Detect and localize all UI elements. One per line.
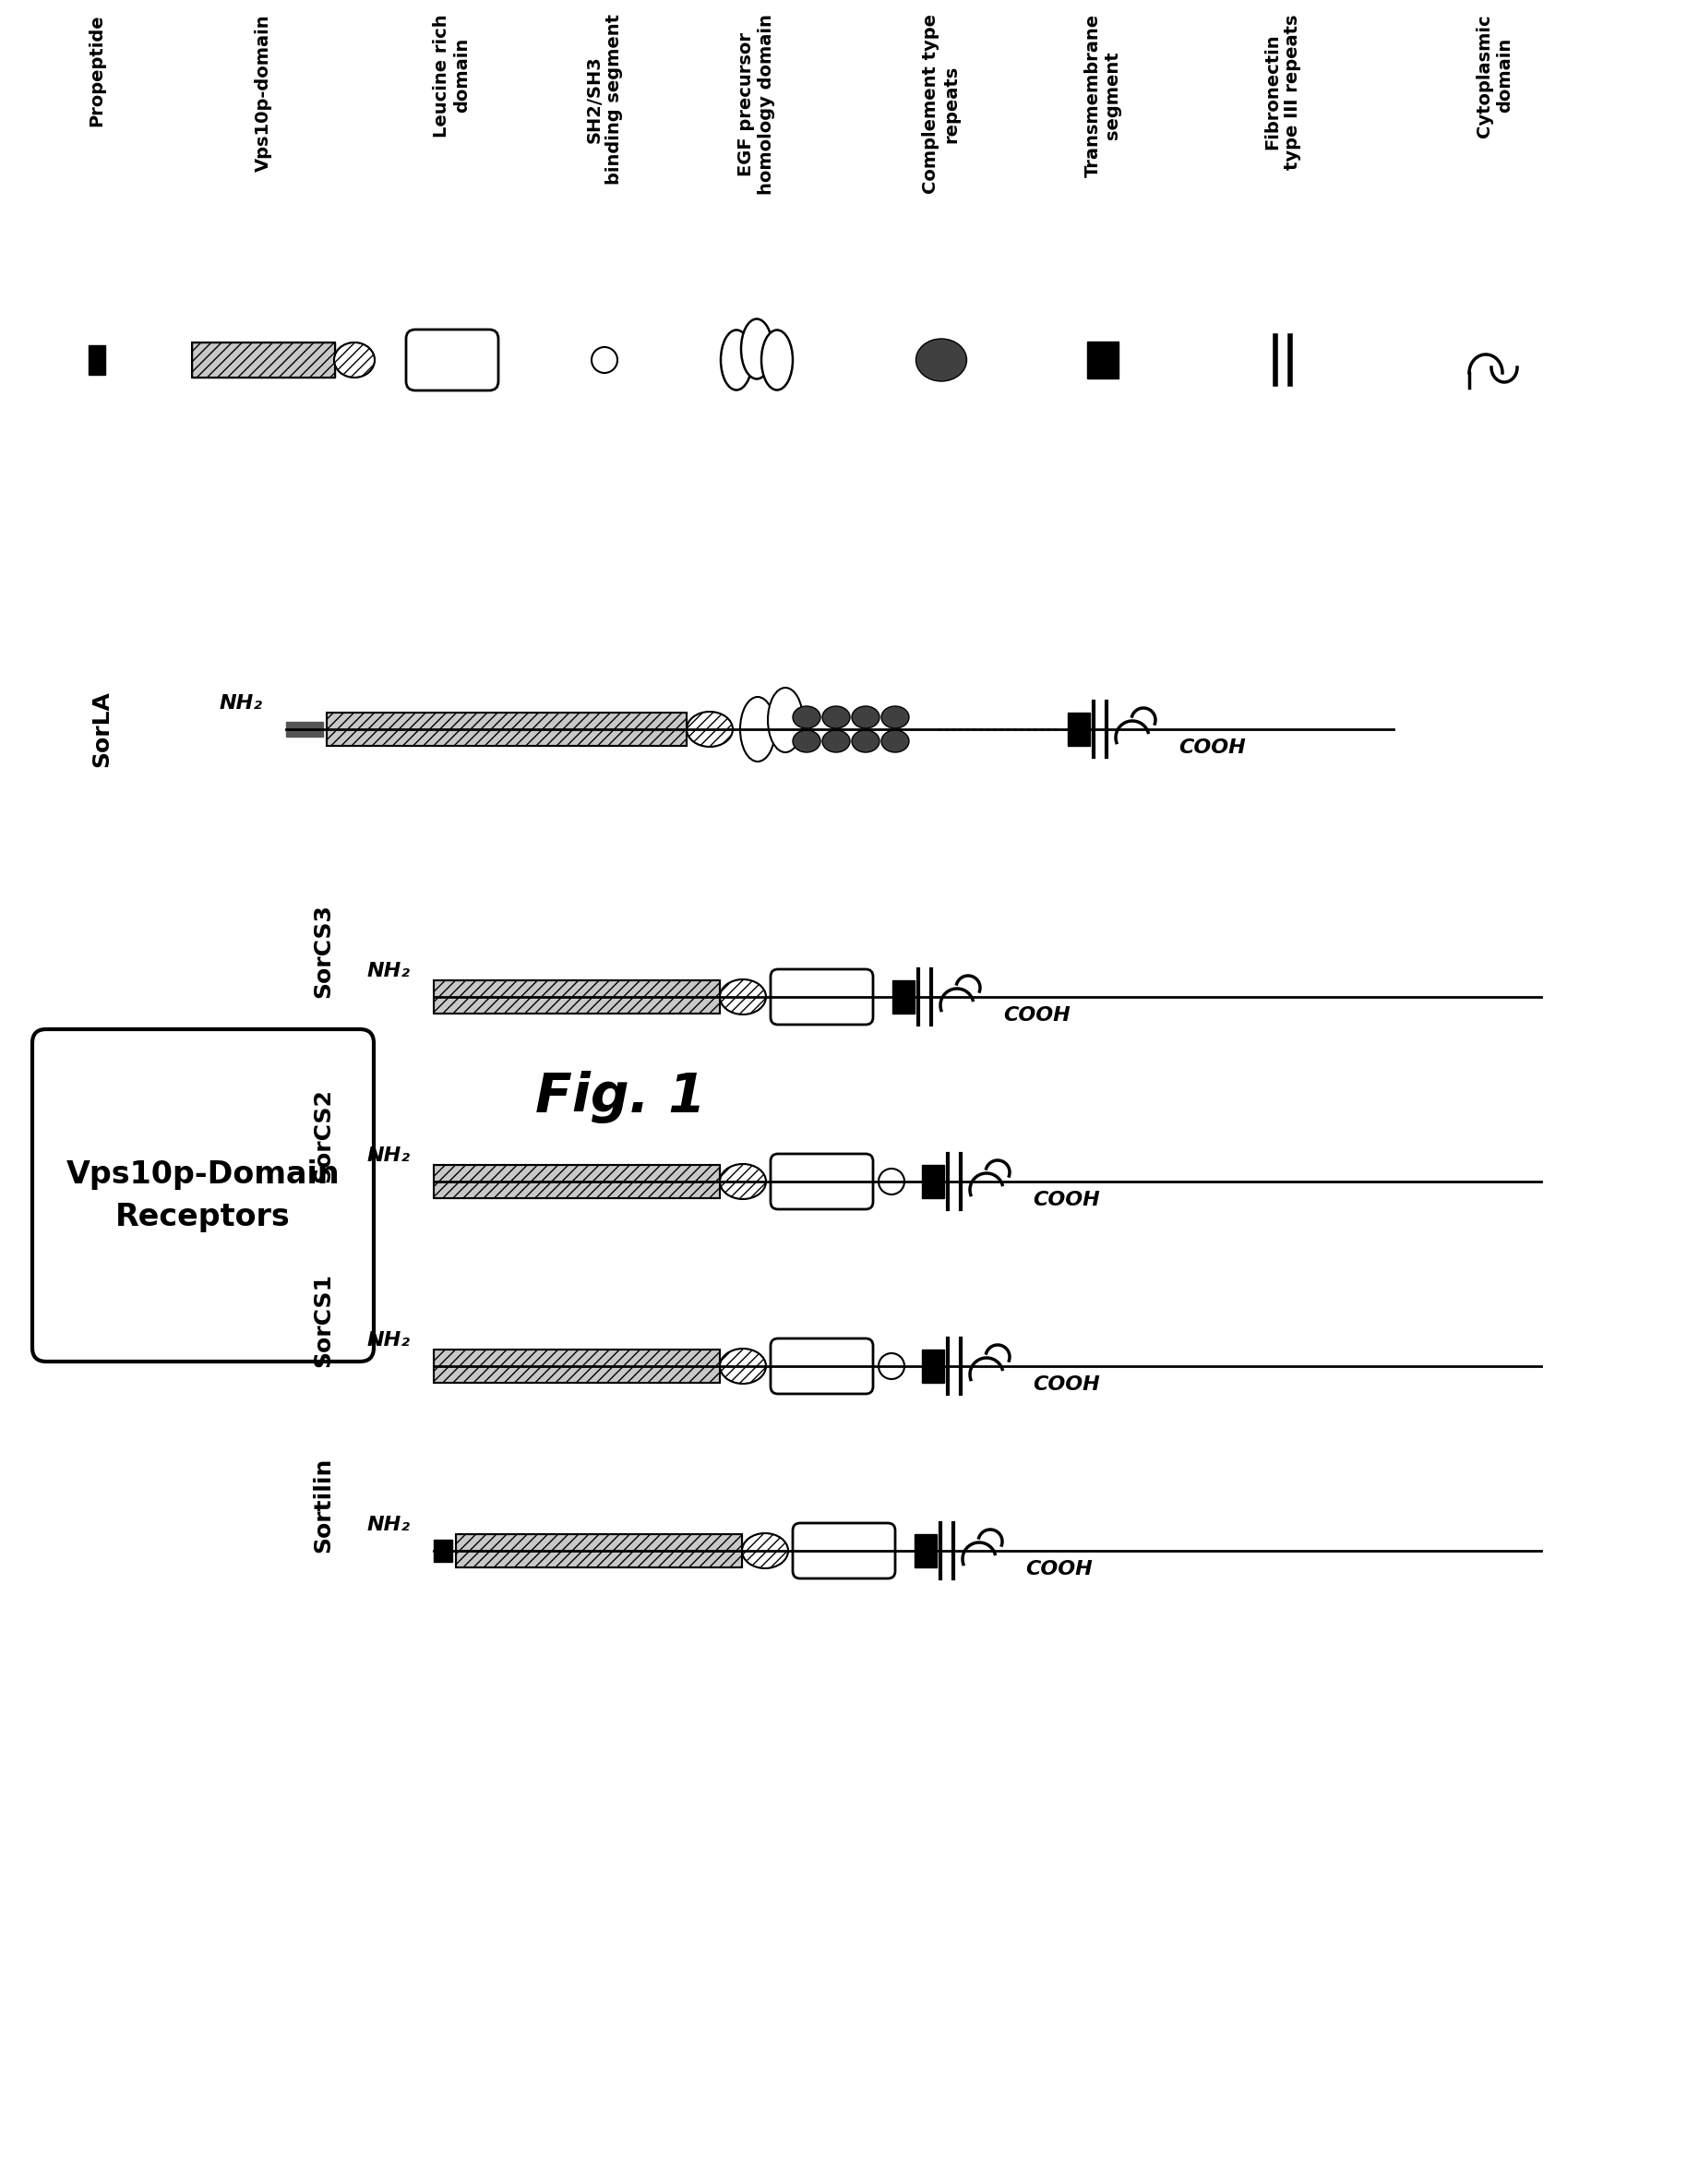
Text: NH₂: NH₂ — [367, 1147, 411, 1164]
Bar — [88, 345, 105, 376]
Ellipse shape — [822, 729, 850, 751]
Ellipse shape — [851, 705, 880, 727]
Bar — [923, 1164, 945, 1199]
Ellipse shape — [851, 729, 880, 751]
Bar — [192, 343, 335, 378]
Bar — [326, 712, 686, 747]
Ellipse shape — [878, 1354, 904, 1378]
Text: Propeptide: Propeptide — [88, 13, 105, 127]
Ellipse shape — [768, 688, 804, 751]
Ellipse shape — [720, 978, 766, 1013]
Ellipse shape — [741, 319, 773, 378]
Bar — [285, 723, 323, 736]
Ellipse shape — [741, 697, 775, 762]
Text: SH2/SH3
binding segment: SH2/SH3 binding segment — [586, 13, 624, 186]
Ellipse shape — [720, 1164, 766, 1199]
Text: NH₂: NH₂ — [367, 1516, 411, 1533]
Bar — [1087, 341, 1118, 378]
Bar — [892, 981, 914, 1013]
Ellipse shape — [793, 729, 821, 751]
Bar — [914, 1533, 936, 1568]
Text: Complement type
repeats: Complement type repeats — [923, 13, 960, 194]
Text: Fig. 1: Fig. 1 — [535, 1070, 705, 1123]
FancyBboxPatch shape — [793, 1522, 895, 1579]
Bar — [433, 1164, 720, 1199]
Text: SorCS3: SorCS3 — [313, 904, 335, 998]
Text: COOH: COOH — [1033, 1376, 1099, 1393]
Text: NH₂: NH₂ — [219, 695, 263, 712]
Text: NH₂: NH₂ — [367, 1330, 411, 1350]
Bar — [433, 1350, 720, 1382]
Text: COOH: COOH — [1024, 1559, 1092, 1579]
Text: SorCS1: SorCS1 — [313, 1273, 335, 1367]
Text: Fibronectin
type III repeats: Fibronectin type III repeats — [1264, 13, 1301, 170]
Bar — [1067, 712, 1089, 747]
Text: Leucine rich
domain: Leucine rich domain — [433, 13, 471, 138]
Ellipse shape — [916, 339, 967, 382]
Ellipse shape — [878, 1168, 904, 1195]
Ellipse shape — [742, 1533, 788, 1568]
Ellipse shape — [822, 705, 850, 727]
Bar — [455, 1533, 742, 1568]
Text: Transmembrane
segment: Transmembrane segment — [1084, 13, 1121, 177]
Text: COOH: COOH — [1033, 1190, 1099, 1210]
Ellipse shape — [793, 705, 821, 727]
Ellipse shape — [761, 330, 793, 391]
Text: COOH: COOH — [1179, 738, 1245, 758]
Bar — [923, 1350, 945, 1382]
FancyBboxPatch shape — [771, 1339, 873, 1393]
Ellipse shape — [720, 330, 753, 391]
Text: Cytoplasmic
domain: Cytoplasmic domain — [1476, 13, 1514, 138]
Text: SorLA: SorLA — [90, 690, 112, 767]
FancyBboxPatch shape — [771, 1153, 873, 1210]
Ellipse shape — [882, 705, 909, 727]
Bar — [433, 981, 720, 1013]
Ellipse shape — [335, 343, 375, 378]
Ellipse shape — [720, 1348, 766, 1385]
FancyBboxPatch shape — [32, 1029, 374, 1361]
Text: Vps10p-Domain
Receptors: Vps10p-Domain Receptors — [66, 1160, 340, 1232]
Bar — [433, 1350, 720, 1382]
Bar — [192, 343, 335, 378]
Ellipse shape — [882, 729, 909, 751]
Bar — [326, 712, 686, 747]
FancyBboxPatch shape — [406, 330, 498, 391]
Text: Sortilin: Sortilin — [313, 1457, 335, 1553]
Bar — [455, 1533, 742, 1568]
Text: COOH: COOH — [1002, 1007, 1070, 1024]
Ellipse shape — [591, 347, 617, 373]
FancyBboxPatch shape — [771, 970, 873, 1024]
Ellipse shape — [686, 712, 732, 747]
Bar — [433, 1540, 452, 1562]
Text: EGF precursor
homology domain: EGF precursor homology domain — [737, 13, 776, 194]
Text: SorCS2: SorCS2 — [313, 1088, 335, 1182]
Bar — [433, 1164, 720, 1199]
Text: Vps10p-domain: Vps10p-domain — [255, 13, 272, 170]
Bar — [433, 981, 720, 1013]
Text: NH₂: NH₂ — [367, 961, 411, 981]
